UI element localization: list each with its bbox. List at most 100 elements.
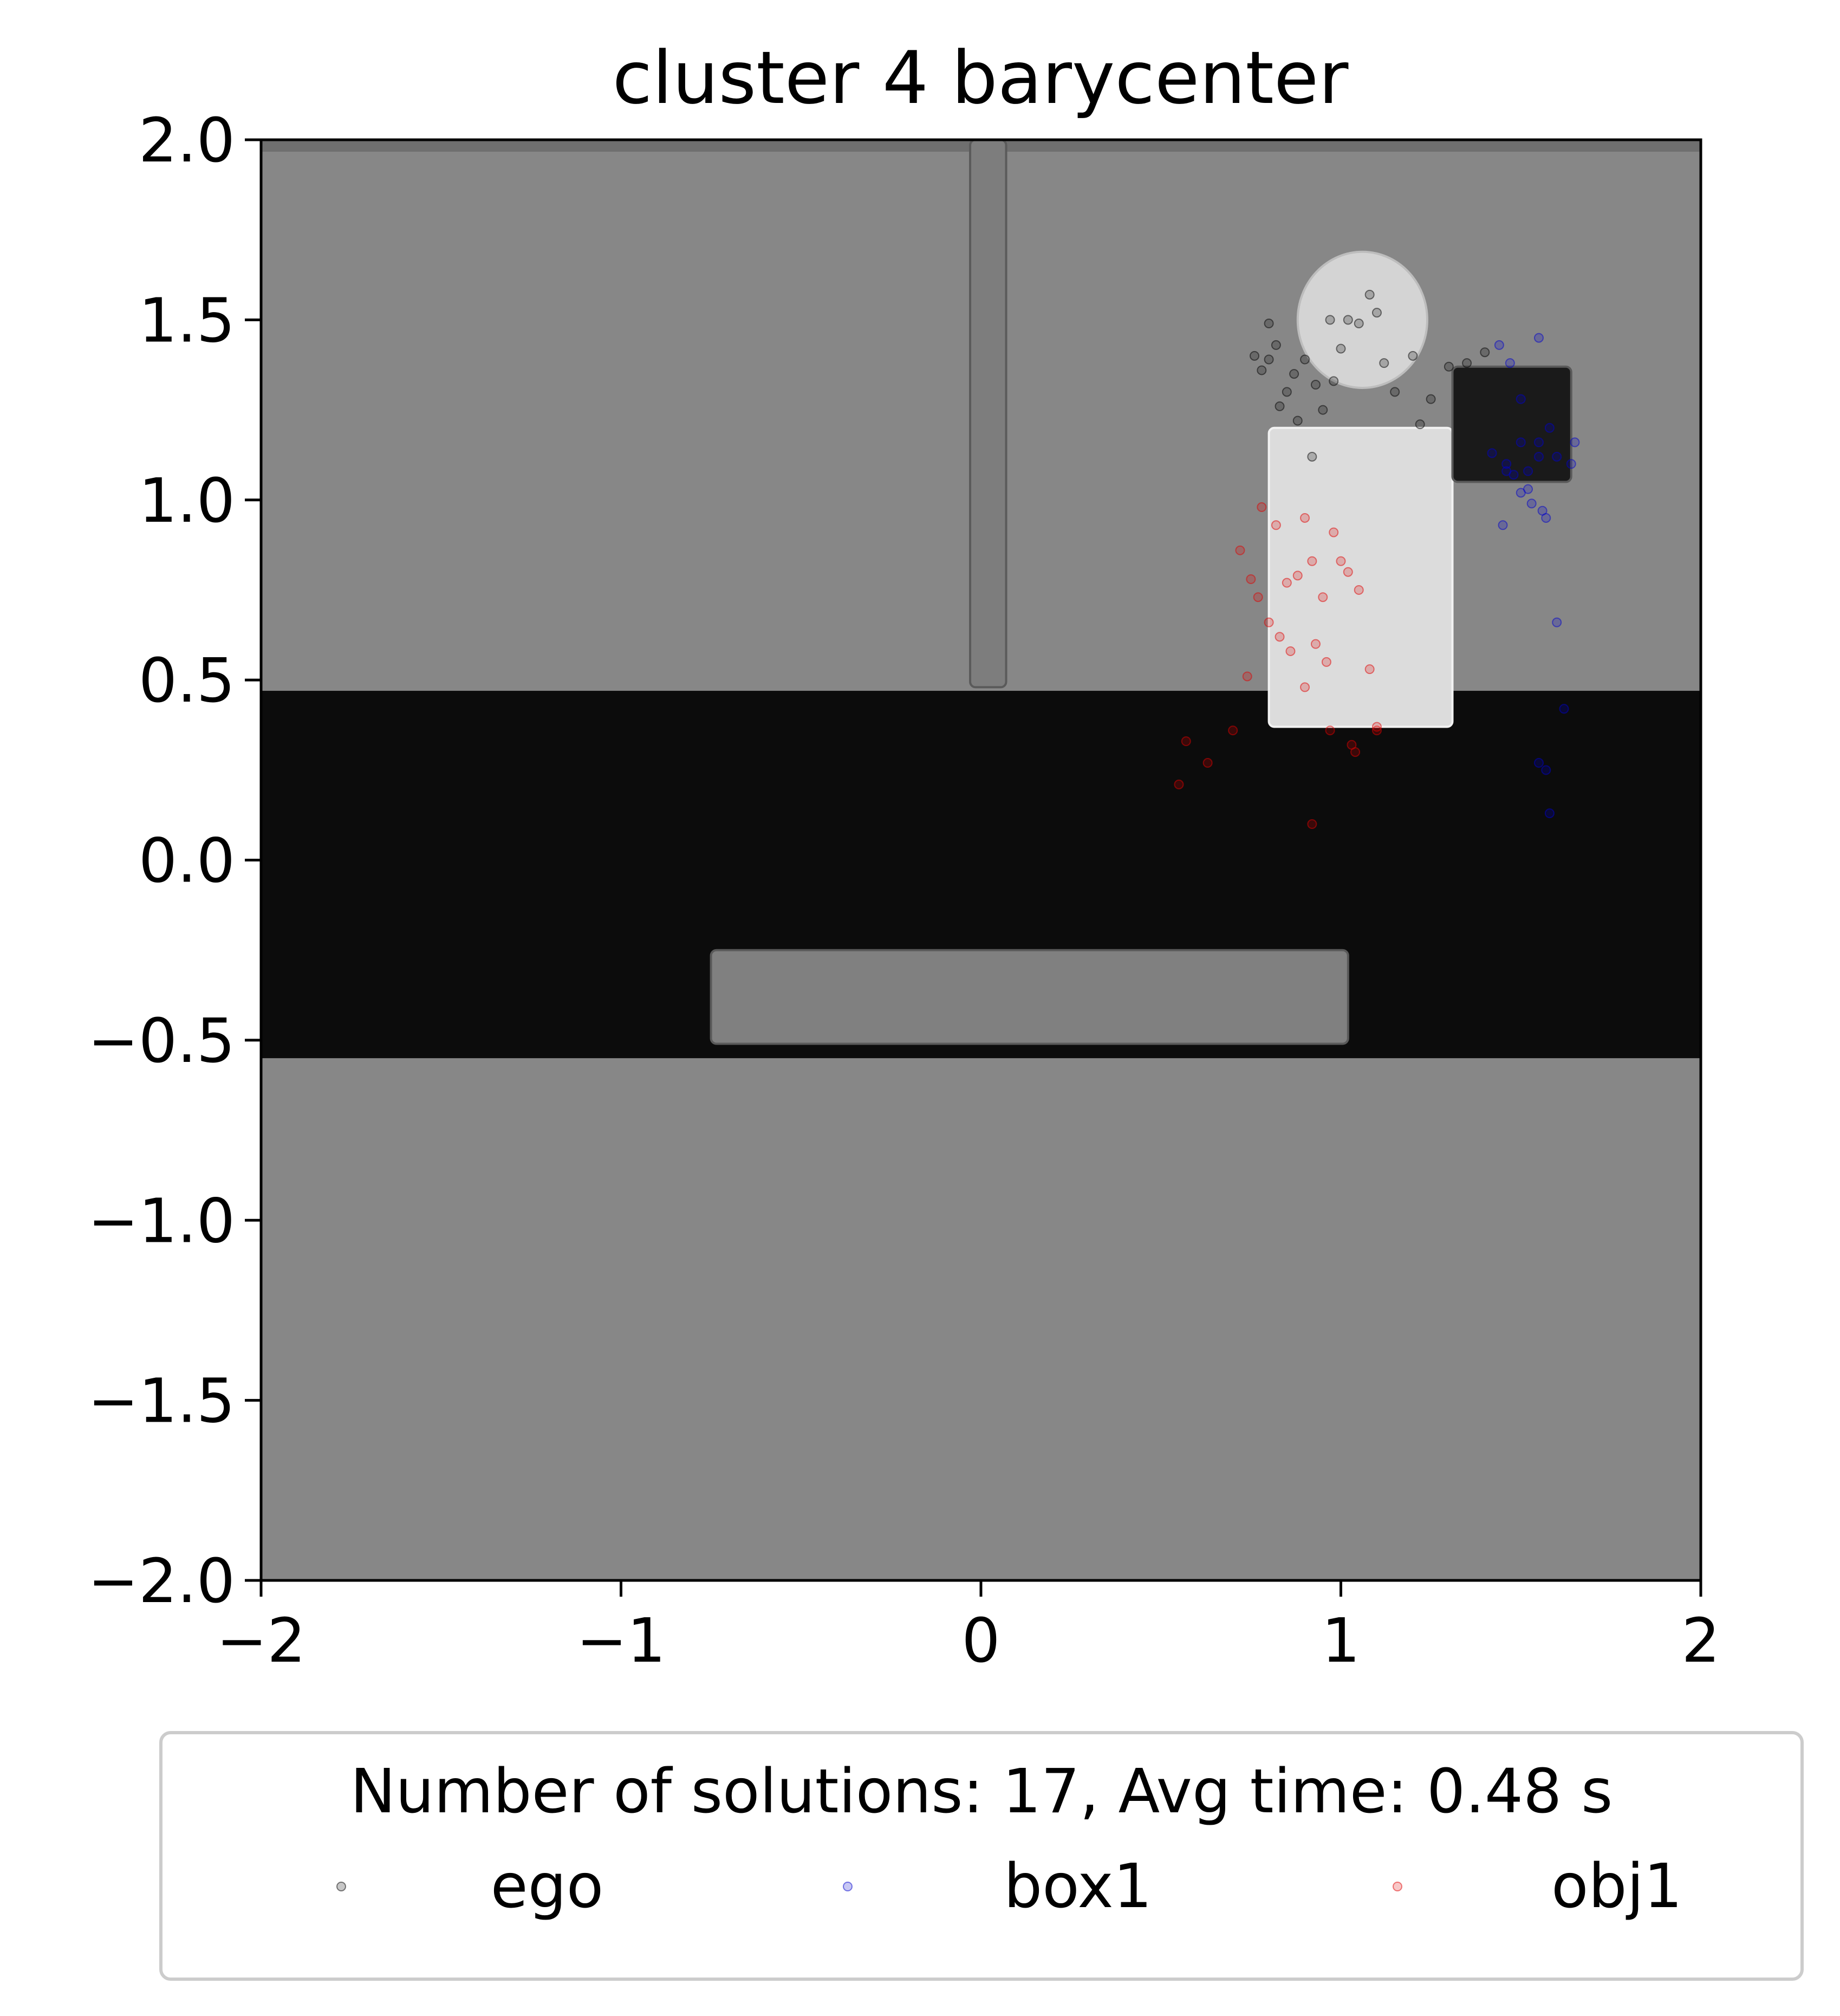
y-tick-label: 2.0 xyxy=(139,106,235,176)
obj1-point xyxy=(1329,527,1339,537)
y-tick-label: 0.0 xyxy=(139,826,235,897)
scatter-points xyxy=(1174,289,1580,829)
legend-marker-obj1 xyxy=(1393,1882,1402,1891)
obj1-point xyxy=(1364,664,1375,675)
ego-point xyxy=(1264,319,1274,329)
ego-point xyxy=(1282,387,1292,397)
box1-point xyxy=(1533,333,1544,343)
y-tick-label: −2.0 xyxy=(88,1546,235,1617)
ego-point xyxy=(1480,347,1490,358)
y-tick-label: 1.0 xyxy=(139,466,235,536)
box1-point xyxy=(1544,423,1555,433)
ego-point xyxy=(1292,416,1303,426)
obj1-point xyxy=(1321,657,1331,667)
box1-point xyxy=(1533,451,1544,462)
scene-shelf xyxy=(710,949,1349,1045)
series-box1 xyxy=(1487,333,1580,819)
legend: Number of solutions: 17, Avg time: 0.48 … xyxy=(159,1731,1804,1981)
y-tick-label: −1.5 xyxy=(88,1366,235,1437)
legend-marker-ego xyxy=(336,1882,346,1891)
obj1-point xyxy=(1235,545,1245,555)
ego-point xyxy=(1426,394,1436,404)
ego-point xyxy=(1336,343,1346,354)
x-tick-label: −2 xyxy=(216,1606,305,1676)
obj1-point xyxy=(1181,736,1191,747)
legend-frame xyxy=(159,1731,1804,1981)
x-tick-label: −1 xyxy=(576,1606,666,1676)
obj1-point xyxy=(1350,747,1361,757)
obj1-point xyxy=(1174,779,1184,789)
obj1-point xyxy=(1285,646,1296,656)
ego-point xyxy=(1444,361,1454,372)
axes: −2 −1 0 1 2 2.0 1.5 1.0 0.5 0.0 −0.5 −1.0 −1.5 −2.0 xyxy=(88,106,1720,1676)
x-tick-label: 2 xyxy=(1681,1606,1720,1676)
box1-point xyxy=(1526,498,1537,509)
obj1-point xyxy=(1242,671,1252,682)
box1-point xyxy=(1533,437,1544,448)
box1-point xyxy=(1523,466,1533,476)
box1-point xyxy=(1533,758,1544,768)
legend-label-obj1: obj1 xyxy=(1551,1851,1682,1922)
legend-marker-box1 xyxy=(843,1882,853,1891)
background-scene xyxy=(261,139,1701,1580)
ego-point xyxy=(1264,354,1274,365)
box1-point xyxy=(1505,358,1515,368)
obj1-point xyxy=(1292,571,1303,581)
ego-point xyxy=(1250,351,1260,361)
box1-point xyxy=(1566,459,1576,469)
obj1-point xyxy=(1336,556,1346,566)
box1-point xyxy=(1570,437,1580,448)
ego-point xyxy=(1354,319,1364,329)
legend-label-box1: box1 xyxy=(1004,1851,1152,1922)
box1-point xyxy=(1516,437,1526,448)
ego-point xyxy=(1318,405,1328,415)
obj1-point xyxy=(1307,556,1317,566)
box1-point xyxy=(1516,394,1526,404)
obj1-point xyxy=(1257,502,1267,513)
obj1-point xyxy=(1354,585,1364,595)
obj1-point xyxy=(1228,725,1238,736)
x-tick-label: 1 xyxy=(1322,1606,1360,1676)
legend-label-ego: ego xyxy=(491,1851,604,1922)
ego-point xyxy=(1289,369,1299,379)
box1-point xyxy=(1501,459,1512,469)
scene-black-box xyxy=(1451,365,1572,483)
obj1-point xyxy=(1307,819,1317,829)
obj1-point xyxy=(1371,725,1382,736)
obj1-point xyxy=(1246,574,1256,584)
ego-point xyxy=(1329,376,1339,386)
obj1-point xyxy=(1343,567,1353,577)
y-tick-label: 0.5 xyxy=(139,646,235,716)
ego-point xyxy=(1271,340,1281,350)
obj1-point xyxy=(1202,758,1213,768)
obj1-point xyxy=(1371,722,1382,732)
obj1-point xyxy=(1271,520,1281,530)
ego-point xyxy=(1364,289,1375,300)
ego-point xyxy=(1408,351,1418,361)
series-ego xyxy=(1250,289,1490,462)
ego-point xyxy=(1275,401,1285,411)
obj1-point xyxy=(1275,632,1285,642)
box1-point xyxy=(1537,505,1548,516)
box1-point xyxy=(1523,484,1533,494)
obj1-point xyxy=(1318,592,1328,602)
chart-title: cluster 4 barycenter xyxy=(613,36,1349,120)
box1-point xyxy=(1541,765,1551,775)
box1-point xyxy=(1552,451,1562,462)
ego-point xyxy=(1390,387,1400,397)
ego-point xyxy=(1462,358,1472,368)
ego-point xyxy=(1307,451,1317,462)
obj1-point xyxy=(1310,639,1321,649)
box1-point xyxy=(1501,466,1512,476)
y-tick-label: −0.5 xyxy=(88,1006,235,1077)
scene-white-box xyxy=(1267,426,1454,728)
series-obj1 xyxy=(1174,502,1382,829)
obj1-point xyxy=(1325,725,1335,736)
scene-pole xyxy=(969,139,1007,689)
ego-point xyxy=(1379,358,1389,368)
box1-point xyxy=(1494,340,1504,350)
obj1-point xyxy=(1300,682,1310,692)
x-tick-label: 0 xyxy=(961,1606,1000,1676)
box1-point xyxy=(1544,808,1555,819)
